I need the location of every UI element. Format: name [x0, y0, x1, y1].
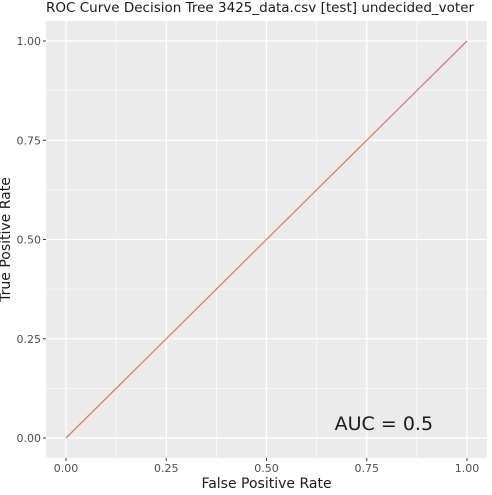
y-tick-label: 0.75	[17, 134, 42, 147]
chart-title: ROC Curve Decision Tree 3425_data.csv [t…	[46, 0, 475, 16]
y-tick-label: 0.00	[17, 432, 42, 445]
auc-annotation: AUC = 0.5	[335, 413, 433, 435]
y-tick-label: 0.50	[17, 234, 42, 247]
x-tick-label: 0.00	[54, 462, 79, 475]
x-tick-label: 1.00	[455, 462, 480, 475]
y-axis: 0.00 0.25 0.50 0.75 1.00	[17, 35, 46, 445]
x-axis-title: False Positive Rate	[201, 476, 331, 492]
x-tick-label: 0.50	[254, 462, 279, 475]
x-tick-label: 0.25	[154, 462, 179, 475]
y-tick-label: 1.00	[17, 35, 42, 48]
series-layer	[65, 40, 468, 439]
x-tick-label: 0.75	[355, 462, 380, 475]
y-axis-title: True Positive Rate	[0, 177, 14, 303]
y-tick-label: 0.25	[17, 333, 42, 346]
roc-curve-line	[65, 40, 468, 439]
x-axis: 0.00 0.25 0.50 0.75 1.00	[54, 458, 480, 475]
